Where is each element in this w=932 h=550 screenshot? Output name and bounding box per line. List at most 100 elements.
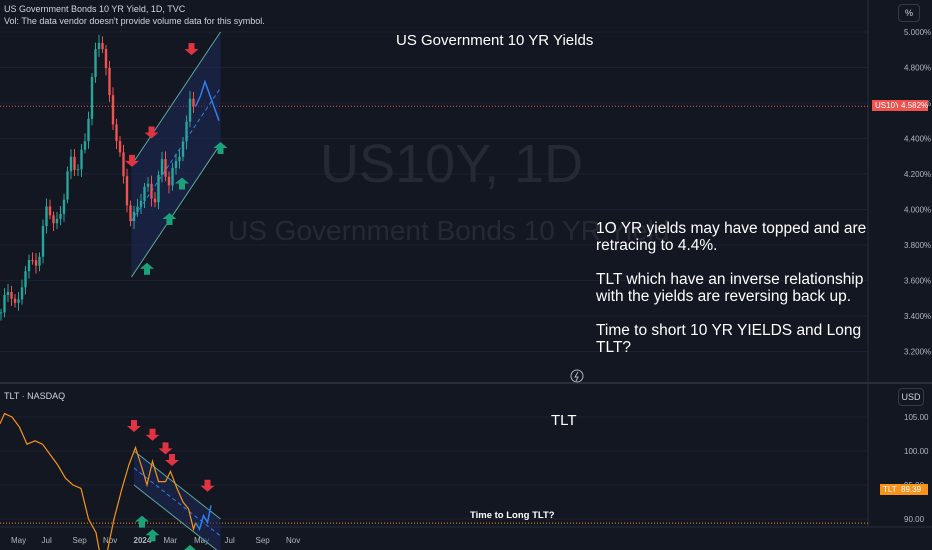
lower-chart-title: TLT (551, 412, 577, 429)
candle-body (66, 171, 69, 200)
upper-channel-upper-line (131, 31, 221, 166)
candle-body (164, 159, 167, 177)
lower-pane-symbol: TLT · NASDAQ (4, 391, 66, 401)
lightning-icon-bolt (574, 371, 579, 382)
candle-body (90, 77, 94, 119)
candle-body (122, 152, 125, 177)
arrow-down-lower (145, 428, 160, 441)
y-tick-label-upper: 3.400% (904, 312, 931, 321)
candle-body (167, 176, 171, 186)
x-tick-label: Mar (164, 536, 178, 545)
candle-body (185, 121, 188, 142)
arrow-down-lower (158, 442, 173, 455)
lower-projection-path (194, 505, 212, 532)
candle-body (41, 226, 45, 257)
candle-body (73, 156, 76, 170)
candle-body (125, 176, 129, 206)
candle-body (192, 98, 195, 107)
candle-body (132, 211, 136, 222)
candle-body (38, 256, 41, 266)
candle-body (31, 260, 34, 262)
candle-body (129, 205, 132, 222)
candle-body (111, 95, 115, 125)
candle-body (13, 298, 17, 303)
commentary-text: 1O YR yields may have topped and are ret… (596, 220, 867, 356)
us10y-price-badge-value: 4.582% (898, 100, 928, 111)
candle-body (34, 260, 38, 266)
x-tick-label: Nov (286, 536, 300, 545)
lower-channel-fill (134, 451, 221, 550)
x-tick-label: 2024 (134, 536, 152, 545)
candle-body (48, 206, 52, 216)
candle-body (150, 183, 153, 199)
arrow-up-upper (140, 262, 154, 275)
candle-body (24, 271, 27, 288)
x-tick-label: May (11, 536, 26, 545)
candle-body (136, 206, 139, 212)
arrow-up-upper (175, 177, 189, 190)
candle-body (94, 49, 97, 78)
arrow-down-lower (165, 453, 179, 466)
lower-note: Time to Long TLT? (470, 510, 555, 521)
candle-body (59, 213, 62, 219)
candle-body (115, 124, 118, 142)
upper-chart-title: US Government 10 YR Yields (396, 32, 594, 49)
arrow-down-upper (125, 154, 139, 167)
arrow-down-lower (200, 479, 215, 492)
arrow-up-lower (183, 544, 197, 550)
candle-body (87, 118, 90, 142)
candle-body (83, 141, 87, 150)
candle-body (20, 287, 24, 300)
lightning-icon (570, 369, 584, 383)
x-tick-label: Jul (225, 536, 235, 545)
upper-channel-lower-line (131, 143, 221, 278)
arrow-down-lower (127, 419, 141, 432)
y-tick-label-lower: 90.00 (904, 515, 925, 524)
candle-body (160, 159, 164, 175)
arrow-up-upper (213, 142, 228, 155)
tlt-series-line (0, 412, 197, 550)
tlt-price-badge-value: 89.39 (898, 484, 928, 495)
candle-body (55, 218, 59, 224)
candle-body (0, 312, 3, 314)
candle-body (101, 42, 104, 50)
lower-channel-mid-line (133, 467, 221, 537)
candle-body (27, 260, 31, 272)
arrow-up-upper (162, 213, 177, 226)
y-tick-label-lower: 100.00 (904, 447, 929, 456)
y-tick-label-upper: 4.400% (904, 135, 931, 144)
y-tick-label-upper: 4.200% (904, 170, 931, 179)
candle-body (6, 291, 10, 295)
candle-body (62, 199, 66, 214)
candle-body (178, 156, 181, 162)
scale-percent-button[interactable]: % (898, 4, 920, 22)
candle-body (97, 42, 101, 50)
y-tick-label-lower: 105.00 (904, 413, 929, 422)
upper-projection-path (194, 79, 220, 122)
candle-body (143, 186, 146, 201)
y-tick-label-upper: 4.000% (904, 206, 931, 215)
currency-button[interactable]: USD (898, 388, 924, 406)
lower-channel-lower-line (133, 484, 218, 550)
candle-body (108, 68, 111, 96)
arrow-up-lower (145, 529, 160, 542)
candle-body (17, 299, 20, 303)
y-tick-label-upper: 3.800% (904, 241, 931, 250)
candle-body (181, 141, 185, 157)
y-tick-label-upper: 4.800% (904, 64, 931, 73)
candles-group (0, 34, 195, 321)
tlt-price-badge-label: TLT (880, 484, 900, 495)
candle-body (157, 174, 160, 203)
candle-body (76, 169, 80, 171)
x-tick-label: May (194, 536, 209, 545)
y-tick-label-upper: 3.200% (904, 348, 931, 357)
x-tick-label: Jul (42, 536, 52, 545)
candle-body (3, 294, 6, 313)
x-tick-label: Sep (73, 536, 88, 545)
candle-body (118, 141, 122, 153)
volume-note: Vol: The data vendor doesn't provide vol… (4, 16, 265, 26)
symbol-title: US Government Bonds 10 YR Yield, 1D, TVC (4, 4, 186, 14)
us10y-price-badge-label: US10Y (872, 100, 904, 111)
